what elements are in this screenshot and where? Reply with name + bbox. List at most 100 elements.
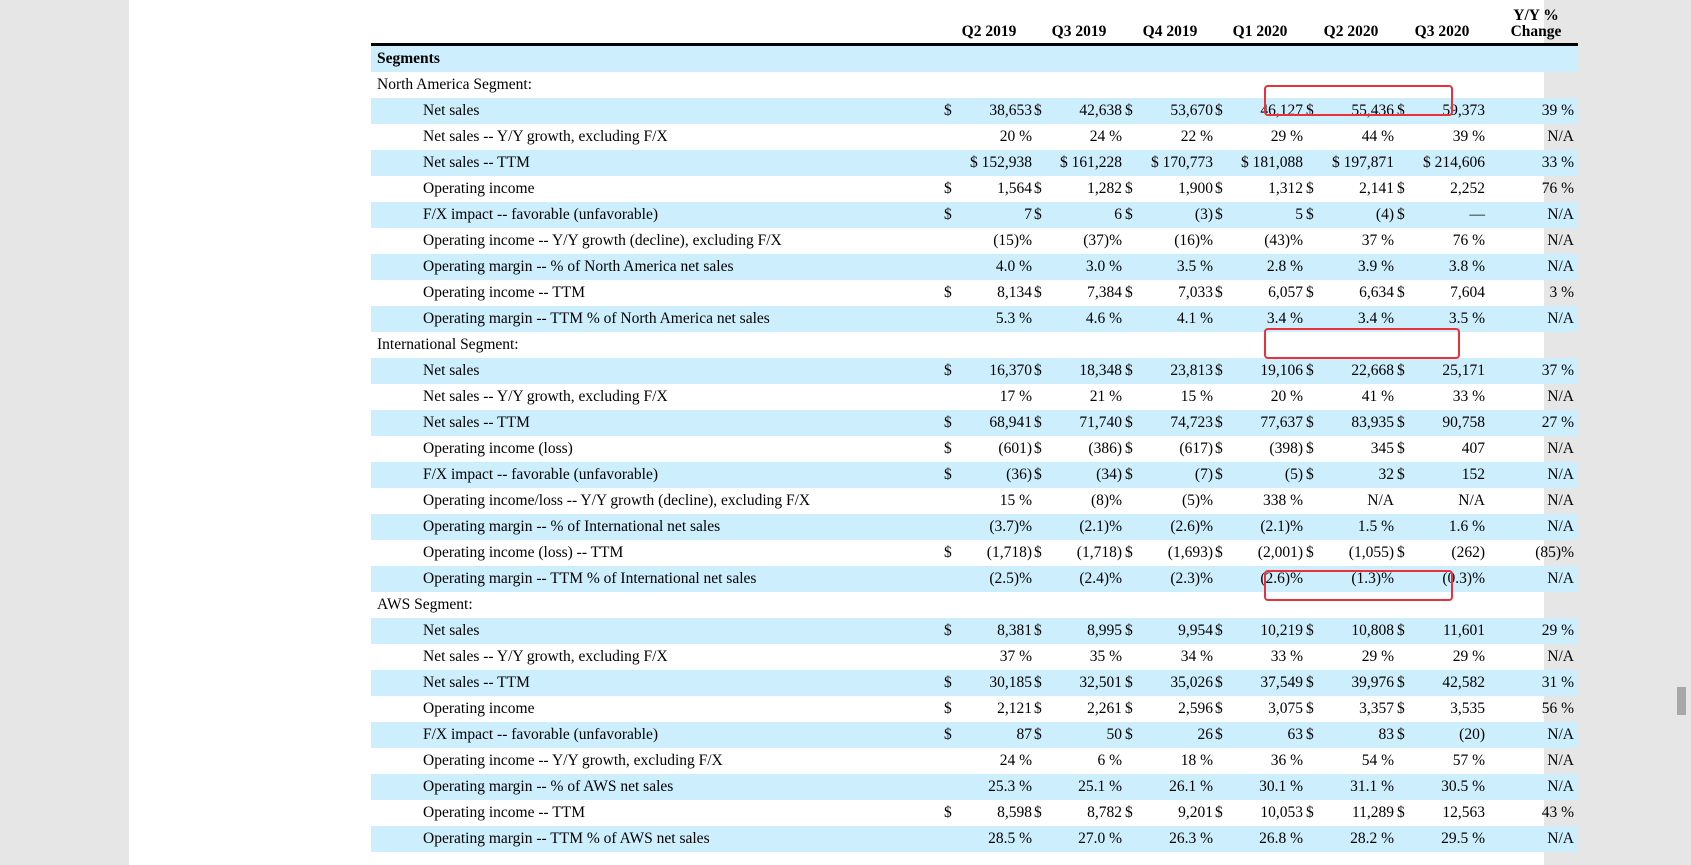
cell-value: 18 % <box>1180 752 1213 769</box>
table-cell: 29 % <box>1215 124 1303 150</box>
change-value: N/A <box>1547 258 1574 275</box>
table-cell: 3.4 % <box>1215 306 1303 332</box>
cell-value: 2,121 <box>997 700 1032 717</box>
cell-value: 24 % <box>1089 128 1122 145</box>
table-cell: $10,808 <box>1306 618 1394 644</box>
table-cell: 28.5 % <box>944 826 1032 852</box>
table-cell: 15 % <box>1125 384 1213 410</box>
row-label: Operating income (loss) <box>423 440 573 457</box>
cell-value: 10,219 <box>1260 622 1303 639</box>
dollar-sign: $ <box>1397 466 1405 483</box>
dollar-sign: $ <box>1306 622 1314 639</box>
table-cell: 33 % <box>1215 644 1303 670</box>
change-cell: N/A <box>1493 514 1574 540</box>
cell-value: 5.3 % <box>995 310 1032 327</box>
table-cell: $8,134 <box>944 280 1032 306</box>
row-label: Net sales <box>423 102 480 119</box>
cell-value: $ 181,088 <box>1241 154 1303 171</box>
table-cell: $ (3) <box>1125 202 1213 228</box>
cell-value: 19,106 <box>1260 362 1303 379</box>
cell-value: 3.4 % <box>1266 310 1303 327</box>
change-value: 76 % <box>1541 180 1574 197</box>
cell-value: (5)% <box>1182 492 1213 509</box>
table-cell: $10,053 <box>1215 800 1303 826</box>
table-cell: 25.3 % <box>944 774 1032 800</box>
table-cell: $59,373 <box>1397 98 1485 124</box>
table-cell: 3.8 % <box>1397 254 1485 280</box>
dollar-sign: $ <box>1034 206 1042 223</box>
change-cell: 76 % <box>1493 176 1574 202</box>
table-cell: $152 <box>1397 462 1485 488</box>
table-cell: $11,601 <box>1397 618 1485 644</box>
cell-value: 27.0 % <box>1078 830 1122 847</box>
table-cell: 30.1 % <box>1215 774 1303 800</box>
table-cell: N/A <box>1397 488 1485 514</box>
dollar-sign: $ <box>1215 700 1223 717</box>
change-cell: 27 % <box>1493 410 1574 436</box>
cell-value: 8,782 <box>1087 804 1122 821</box>
table-cell: $7 <box>944 202 1032 228</box>
cell-value: 38,653 <box>989 102 1032 119</box>
table-row: F/X impact -- favorable (unfavorable) $ (3… <box>371 462 1578 488</box>
dollar-sign: $ <box>1125 362 1133 379</box>
cell-value: 1,900 <box>1178 180 1213 197</box>
dollar-sign: $ <box>944 622 952 639</box>
table-cell: $ (617) <box>1125 436 1213 462</box>
dollar-sign: $ <box>1215 414 1223 431</box>
cell-value: 10,808 <box>1351 622 1394 639</box>
table-cell: $9,201 <box>1125 800 1213 826</box>
dollar-sign: $ <box>1034 674 1042 691</box>
scrollbar-thumb[interactable] <box>1677 687 1686 715</box>
dollar-sign: $ <box>1125 284 1133 301</box>
table-cell: $83,935 <box>1306 410 1394 436</box>
cell-value: (1,718) <box>1076 544 1122 561</box>
change-cell: 31 % <box>1493 670 1574 696</box>
dollar-sign: $ <box>1306 206 1314 223</box>
cell-value: (601) <box>998 440 1032 457</box>
table-cell: $23,813 <box>1125 358 1213 384</box>
cell-value: 10,053 <box>1260 804 1303 821</box>
cell-value: 4.6 % <box>1085 310 1122 327</box>
table-cell: 34 % <box>1125 644 1213 670</box>
table-cell: 24 % <box>944 748 1032 774</box>
dollar-sign: $ <box>1034 726 1042 743</box>
section-header-row: International Segment: <box>371 332 1578 358</box>
change-value: N/A <box>1547 518 1574 535</box>
dollar-sign: $ <box>944 804 952 821</box>
change-cell: 33 % <box>1493 150 1574 176</box>
cell-value: 6 % <box>1097 752 1122 769</box>
dollar-sign: $ <box>1306 284 1314 301</box>
cell-value: 90,758 <box>1442 414 1485 431</box>
table-cell: $74,723 <box>1125 410 1213 436</box>
dollar-sign: $ <box>1306 674 1314 691</box>
section-label: AWS Segment: <box>377 596 473 613</box>
cell-value: 23,813 <box>1170 362 1213 379</box>
cell-value: (16)% <box>1174 232 1213 249</box>
cell-value: (2,001) <box>1257 544 1303 561</box>
dollar-sign: $ <box>944 102 952 119</box>
change-cell: 56 % <box>1493 696 1574 722</box>
column-header-change: Y/Y % Change <box>1496 8 1576 40</box>
dollar-sign: $ <box>1306 466 1314 483</box>
dollar-sign: $ <box>944 414 952 431</box>
cell-value: 39,976 <box>1351 674 1394 691</box>
table-cell: 44 % <box>1306 124 1394 150</box>
table-cell: (1.3)% <box>1306 566 1394 592</box>
dollar-sign: $ <box>1125 726 1133 743</box>
table-cell: 4.0 % <box>944 254 1032 280</box>
change-value: N/A <box>1547 570 1574 587</box>
table-row: Operating income -- TTM $8,134 $7,384 $7,03… <box>371 280 1578 306</box>
table-row: Operating margin -- % of International n… <box>371 514 1578 540</box>
row-label: Net sales -- TTM <box>423 154 530 171</box>
table-cell: $53,670 <box>1125 98 1213 124</box>
dollar-sign: $ <box>944 726 952 743</box>
cell-value: 26.3 % <box>1169 830 1213 847</box>
change-cell: 39 % <box>1493 98 1574 124</box>
table-row: Operating margin -- TTM % of North Ameri… <box>371 306 1578 332</box>
dollar-sign: $ <box>944 206 952 223</box>
table-cell: $19,106 <box>1215 358 1303 384</box>
table-cell: 29 % <box>1306 644 1394 670</box>
cell-value: 18,348 <box>1079 362 1122 379</box>
dollar-sign: $ <box>944 362 952 379</box>
cell-value: 4.0 % <box>995 258 1032 275</box>
